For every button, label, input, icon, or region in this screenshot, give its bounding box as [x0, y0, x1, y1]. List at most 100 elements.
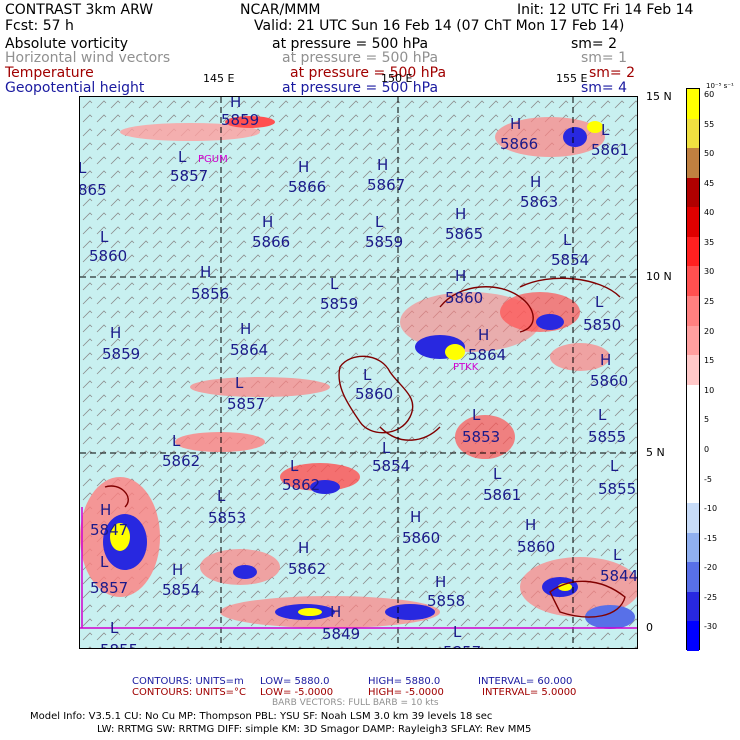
colorbar-level: 60 — [704, 90, 715, 99]
lat-label: 0 — [646, 621, 653, 634]
hl-type: H — [330, 603, 341, 621]
colorbar-swatch — [687, 118, 699, 149]
hl-type: L — [172, 432, 181, 450]
hl-value: 5862 — [282, 476, 320, 494]
hl-value: 5856 — [191, 285, 229, 303]
hl-value: 5866 — [288, 178, 326, 196]
hl-value: 5857 — [90, 579, 128, 597]
hl-type: H — [240, 320, 251, 338]
hl-value: 5853 — [462, 428, 500, 446]
valid-time: Valid: 21 UTC Sun 16 Feb 14 (07 ChT Mon … — [254, 18, 625, 34]
field-level: at pressure = 500 hPa — [282, 80, 439, 96]
colorbar-level: 35 — [704, 237, 715, 247]
hl-type: L — [363, 366, 372, 384]
hl-type: L — [178, 148, 187, 166]
hl-value: 5864 — [230, 341, 268, 359]
field-smoothing: sm= 2 — [589, 65, 636, 81]
colorbar-swatch — [687, 325, 699, 356]
lon-label: 150 E — [381, 72, 413, 85]
hl-value: 5857 — [443, 643, 481, 649]
colorbar-swatch — [687, 414, 699, 444]
field-smoothing: sm= 4 — [581, 80, 628, 96]
hl-type: H — [455, 205, 466, 223]
init-time: Init: 12 UTC Fri 14 Feb 14 — [517, 2, 694, 18]
model-info: Model Info: V3.5.1 CU: No Cu MP: Thompso… — [30, 711, 493, 722]
hl-type: L — [217, 487, 226, 505]
forecast-hour: Fcst: 57 h — [5, 18, 74, 34]
org-title: NCAR/MMM — [240, 2, 321, 18]
field-level: at pressure = 500 hPa — [282, 50, 439, 66]
colorbar-swatch — [687, 148, 699, 178]
hl-type: L — [80, 159, 87, 177]
colorbar-level: 15 — [704, 356, 715, 366]
contours-high: HIGH= -5.0000 — [368, 687, 444, 698]
hl-type: H — [455, 267, 466, 285]
colorbar-level: 25 — [704, 297, 715, 307]
field-name: Horizontal wind vectors — [5, 50, 171, 66]
hl-type: H — [600, 351, 611, 369]
hl-value: 5862 — [288, 560, 326, 578]
hl-value: 5859 — [365, 233, 403, 251]
hl-value: 5857 — [170, 167, 208, 185]
station-label: PTKK — [453, 362, 479, 373]
hl-value: 5850 — [583, 316, 621, 334]
hl-value: 5844 — [600, 567, 638, 585]
colorbar-swatch — [687, 89, 699, 119]
hl-value: 5853 — [208, 509, 246, 527]
field-level: at pressure = 500 hPa — [272, 36, 429, 52]
hl-value: 5859 — [102, 345, 140, 363]
hl-value: 5860 — [355, 385, 393, 403]
colorbar-level: 50 — [704, 149, 715, 159]
colorbar-swatch — [687, 473, 699, 504]
lat-label: 15 N — [646, 90, 672, 103]
temperature-contours — [104, 277, 626, 618]
colorbar-level: -10 — [704, 504, 718, 514]
colorbar-unit: 10⁻⁵ s⁻¹ — [706, 82, 734, 90]
hl-type: L — [453, 623, 462, 641]
hl-type: L — [330, 275, 339, 293]
hl-value: 5861 — [591, 141, 629, 159]
hl-value: 5860 — [89, 247, 127, 265]
colorbar-swatch — [687, 207, 699, 237]
colorbar-level: 0 — [704, 444, 710, 454]
hl-value: 5865 — [445, 225, 483, 243]
hl-type: H — [298, 539, 309, 557]
barb-info: BARB VECTORS: FULL BARB = 10 kts — [272, 698, 439, 708]
contours-interval: INTERVAL= 60.000 — [478, 676, 573, 687]
hl-value: 5857 — [227, 395, 265, 413]
hl-type: H — [478, 326, 489, 344]
hl-type: H — [100, 501, 111, 519]
colorbar-level: 40 — [704, 208, 715, 218]
hl-type: L — [601, 121, 610, 139]
hl-type: L — [595, 293, 604, 311]
hl-value: 5859 — [221, 111, 259, 129]
hl-type: H — [230, 97, 241, 111]
hl-type: L — [472, 406, 481, 424]
hl-type: L — [100, 553, 109, 571]
hl-type: H — [200, 263, 211, 281]
hl-value: 5867 — [367, 176, 405, 194]
colorbar-level: -20 — [704, 563, 718, 573]
vorticity-patches — [80, 116, 637, 629]
hl-type: L — [290, 457, 299, 475]
colorbar-swatch — [687, 562, 699, 592]
hl-type: H — [110, 324, 121, 342]
hl-type: L — [375, 213, 384, 231]
lat-label: 10 N — [646, 270, 672, 283]
hl-value: 5859 — [320, 295, 358, 313]
hl-type: L — [382, 439, 391, 457]
lon-label: 145 E — [203, 72, 235, 85]
colorbar-level: 45 — [704, 178, 715, 188]
contours-low: LOW= -5.0000 — [260, 687, 334, 698]
colorbar-level: -30 — [704, 622, 718, 632]
hl-type: L — [100, 228, 109, 246]
hl-type: L — [598, 406, 607, 424]
field-name: Geopotential height — [5, 80, 145, 96]
colorbar-swatch — [687, 355, 699, 385]
hl-value: 5863 — [520, 193, 558, 211]
hl-value: 5860 — [517, 538, 555, 556]
contours-label: CONTOURS: UNITS=m — [132, 676, 244, 687]
hl-value: 865 — [80, 181, 107, 199]
hl-type: H — [435, 573, 446, 591]
colorbar-swatch — [687, 296, 699, 326]
